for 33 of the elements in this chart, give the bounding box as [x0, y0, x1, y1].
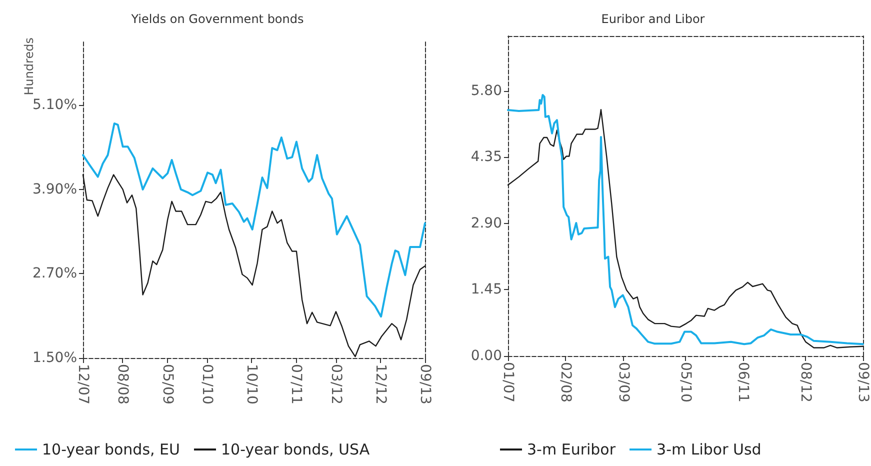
y-tick-label: 1.50%: [32, 350, 77, 366]
y-tick-label: 2.90: [470, 215, 502, 232]
x-tick-label: 06/11: [735, 362, 752, 402]
chart-title: Yields on Government bonds: [130, 12, 304, 26]
y-tick-label: 5.80: [470, 82, 502, 99]
x-tick-label: 05/10: [678, 362, 694, 402]
legend-label: 10-year bonds, EU: [42, 440, 180, 458]
x-tick-label: 07/11: [288, 364, 304, 404]
y-tick-label: 3.90%: [32, 181, 77, 198]
x-tick-label: 03/09: [615, 362, 632, 402]
y-tick-label: 0.00: [470, 348, 502, 364]
x-tick-label: 09/13: [417, 364, 433, 404]
legend-label: 3-m Euribor: [527, 440, 616, 458]
x-tick-label: 03/12: [328, 364, 344, 404]
x-tick-label: 09/13: [855, 362, 871, 402]
y-tick-label: 2.70%: [32, 266, 77, 282]
chart-title: Euribor and Libor: [601, 12, 705, 26]
y-tick-label: 4.35: [470, 149, 502, 166]
x-tick-label: 05/09: [159, 364, 176, 404]
x-tick-label: 08/08: [114, 364, 131, 404]
x-tick-label: 10/10: [244, 364, 260, 404]
x-tick-label: 12/07: [75, 364, 91, 404]
x-tick-label: 02/08: [558, 362, 574, 402]
y-axis-title: Hundreds: [22, 38, 36, 96]
x-tick-label: 12/12: [372, 364, 388, 404]
x-tick-label: 01/07: [500, 362, 516, 402]
legend-label: 10-year bonds, USA: [221, 440, 370, 458]
x-tick-label: 01/10: [198, 364, 215, 404]
legend-label: 3-m Libor Usd: [656, 440, 762, 458]
y-tick-label: 1.45: [470, 282, 502, 298]
y-tick-label: 5.10%: [32, 97, 77, 114]
line-series: [82, 122, 426, 318]
x-tick-label: 08/12: [797, 362, 814, 402]
